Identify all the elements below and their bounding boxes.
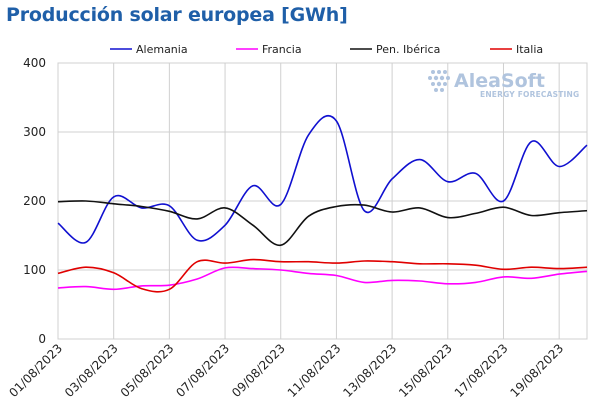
logo-dot — [443, 82, 447, 86]
series-line-francia — [57, 266, 588, 291]
y-axis: 0 100 200 300 400 — [23, 56, 46, 346]
y-tick-label: 200 — [23, 194, 46, 208]
x-tick-label: 15/08/2023 — [396, 341, 455, 400]
x-tick-label: 05/08/2023 — [118, 341, 177, 400]
y-tick-label: 400 — [23, 56, 46, 70]
legend: Alemania Francia Pen. Ibérica Italia — [110, 43, 543, 56]
grid-lines — [57, 62, 588, 340]
y-tick-label: 300 — [23, 125, 46, 139]
logo-dot — [433, 75, 439, 81]
x-tick-label: 11/08/2023 — [285, 341, 344, 400]
chart-title: Producción solar europea [GWh] — [6, 4, 348, 26]
legend-label-francia: Francia — [262, 43, 302, 56]
logo-dot — [439, 75, 445, 81]
y-tick-label: 100 — [23, 263, 46, 277]
x-axis: 01/08/202303/08/202305/08/202307/08/2023… — [6, 341, 566, 400]
y-tick-label: 0 — [38, 332, 46, 346]
x-tick-label: 13/08/2023 — [340, 341, 399, 400]
logo-name: AleaSoft — [454, 70, 545, 92]
logo-dot — [443, 70, 447, 74]
logo-dot — [431, 82, 435, 86]
logo-dot — [434, 88, 438, 92]
series-line-italia — [57, 258, 588, 293]
series-lines — [57, 115, 588, 293]
legend-label-italia: Italia — [516, 43, 543, 56]
x-tick-label: 07/08/2023 — [173, 341, 232, 400]
series-line-alemania — [57, 115, 588, 244]
logo-dot — [437, 70, 441, 74]
logo-dot — [431, 70, 435, 74]
x-tick-label: 03/08/2023 — [62, 341, 121, 400]
x-tick-label: 01/08/2023 — [6, 341, 65, 400]
legend-label-alemania: Alemania — [136, 43, 188, 56]
x-tick-label: 09/08/2023 — [229, 341, 288, 400]
logo-dot — [436, 81, 442, 87]
logo-tagline: ENERGY FORECASTING — [480, 90, 579, 99]
x-tick-label: 19/08/2023 — [507, 341, 566, 400]
logo-dot — [446, 76, 450, 80]
logo-dot — [428, 76, 432, 80]
series-line-pen-ib-rica — [57, 200, 588, 247]
x-tick-label: 17/08/2023 — [452, 341, 511, 400]
logo-dot — [440, 88, 444, 92]
legend-label-pen-ib-rica: Pen. Ibérica — [376, 43, 440, 56]
